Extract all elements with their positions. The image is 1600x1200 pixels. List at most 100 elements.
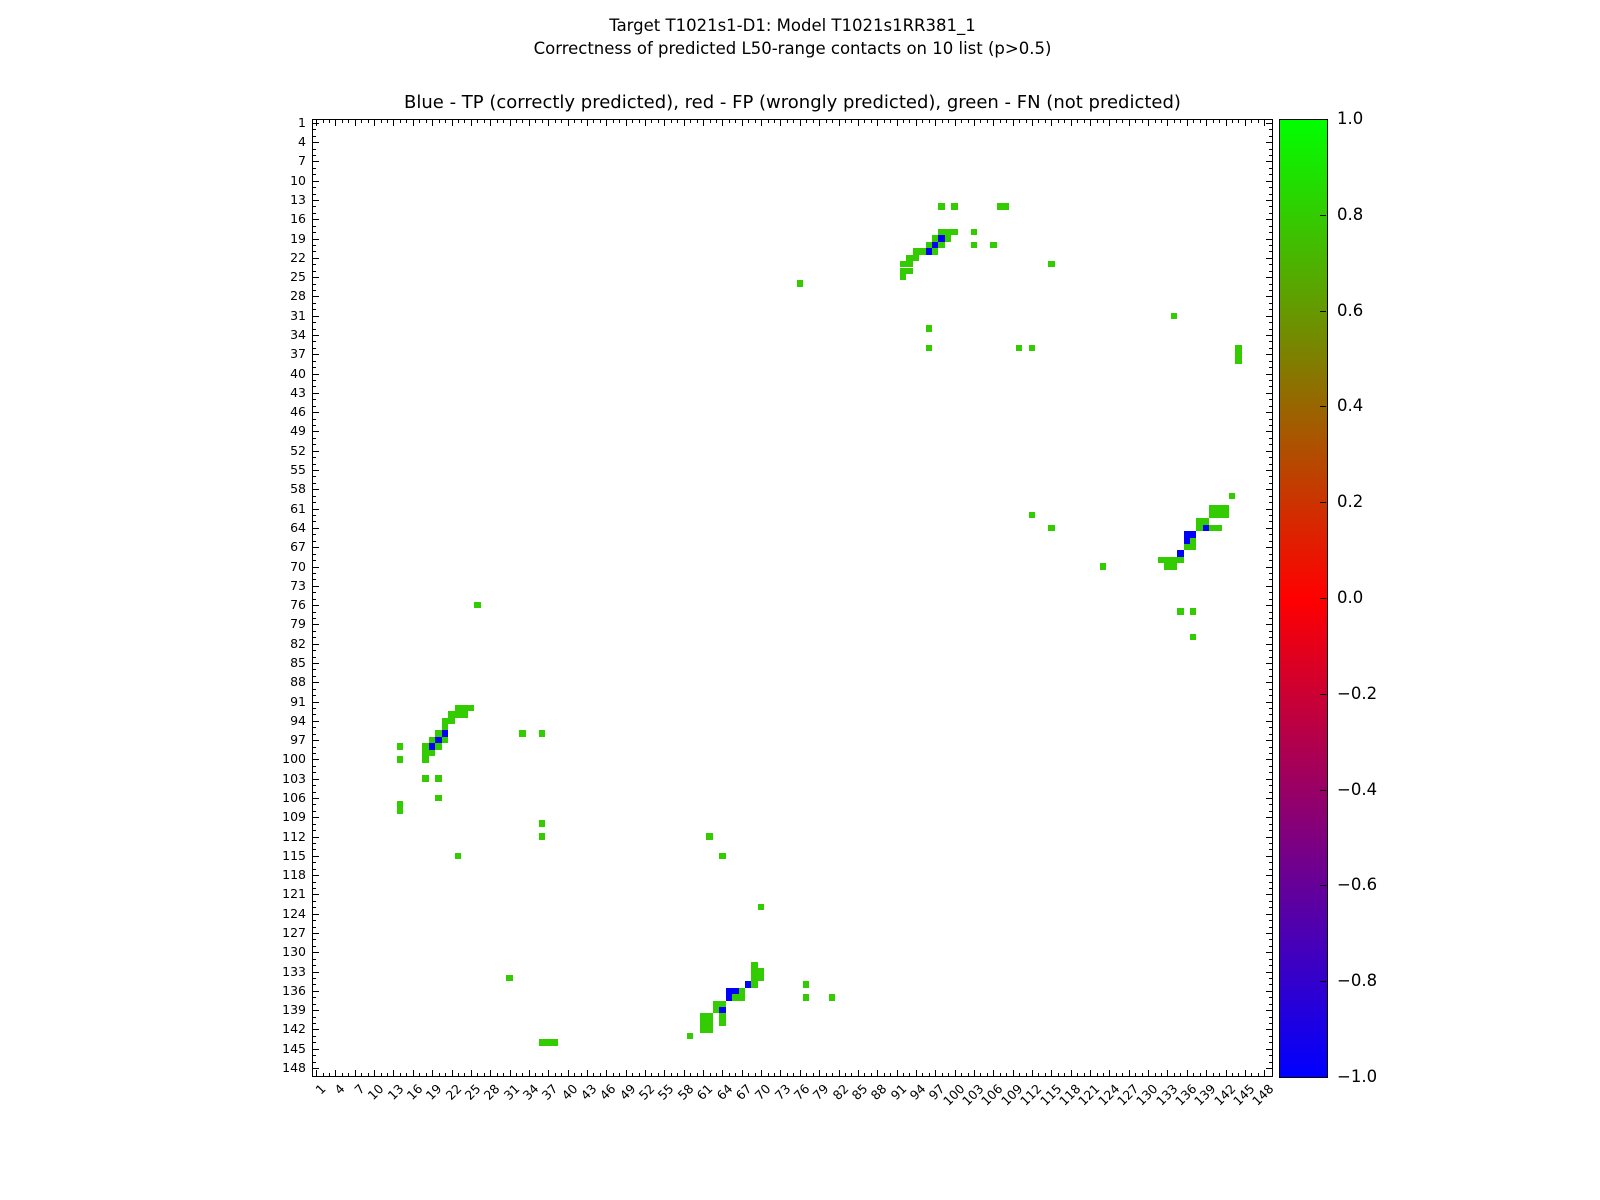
axis-tick	[1266, 509, 1272, 510]
fn-cell	[428, 736, 436, 744]
axis-tick	[1155, 1073, 1156, 1076]
axis-tick	[1269, 136, 1272, 137]
axis-tick	[1000, 1073, 1001, 1076]
fn-cell	[422, 743, 429, 750]
axis-tick	[1238, 120, 1239, 123]
fn-cell	[1190, 543, 1197, 551]
axis-tick	[400, 120, 401, 123]
axis-tick	[1200, 120, 1201, 123]
axis-tick	[1269, 1004, 1272, 1005]
axis-tick	[313, 303, 316, 304]
axis-tick	[313, 721, 319, 722]
axis-tick	[1155, 120, 1156, 123]
fn-cell	[1170, 563, 1178, 570]
axis-tick	[313, 406, 316, 407]
axis-tick	[1032, 120, 1033, 126]
colorbar-tick	[1320, 502, 1326, 503]
axis-tick	[313, 579, 316, 580]
fn-cell	[712, 1000, 720, 1007]
fn-cell	[938, 203, 945, 210]
axis-tick	[735, 120, 736, 123]
axis-tick	[313, 174, 316, 175]
y-tick-label: 55	[290, 462, 306, 478]
fn-cell	[738, 994, 745, 1001]
y-tick-label: 109	[282, 809, 306, 825]
fn-cell	[944, 228, 952, 236]
fn-cell	[538, 730, 545, 737]
axis-tick	[316, 1070, 317, 1076]
fn-cell	[719, 852, 726, 860]
axis-tick	[471, 120, 472, 126]
axis-tick	[313, 296, 319, 297]
y-tick-label: 49	[290, 423, 306, 439]
y-tick-label: 118	[282, 867, 306, 883]
axis-tick	[761, 1070, 762, 1076]
y-tick-label: 22	[290, 249, 306, 265]
axis-tick	[1269, 959, 1272, 960]
colorbar	[1279, 119, 1328, 1078]
axis-tick	[819, 1070, 820, 1076]
axis-tick	[729, 120, 730, 123]
axis-tick	[313, 1029, 319, 1030]
axis-tick	[1269, 676, 1272, 677]
fn-cell	[1164, 556, 1171, 564]
axis-tick	[1269, 849, 1272, 850]
axis-tick	[313, 682, 319, 683]
axis-tick	[664, 1070, 665, 1076]
fn-cell	[1215, 505, 1223, 512]
axis-tick	[313, 927, 316, 928]
axis-tick	[555, 1073, 556, 1076]
axis-tick	[313, 155, 316, 156]
axis-tick	[361, 120, 362, 123]
axis-tick	[793, 1073, 794, 1076]
axis-tick	[684, 1070, 685, 1076]
axis-tick	[568, 120, 569, 126]
fn-cell	[551, 1039, 558, 1046]
axis-tick	[1269, 341, 1272, 342]
y-tick-label: 43	[290, 384, 306, 400]
axis-tick	[313, 817, 319, 818]
axis-tick	[477, 120, 478, 123]
fn-cell	[435, 775, 442, 782]
axis-tick	[632, 120, 633, 123]
axis-tick	[348, 120, 349, 123]
tp-cell	[1190, 531, 1197, 538]
axis-tick	[1129, 1070, 1130, 1076]
axis-tick	[890, 120, 891, 123]
axis-tick	[313, 361, 316, 362]
axis-tick	[1103, 1073, 1104, 1076]
axis-tick	[313, 1068, 319, 1069]
axis-tick	[1266, 354, 1272, 355]
y-tick-label: 94	[290, 712, 306, 728]
y-tick-label: 40	[290, 365, 306, 381]
axis-tick	[1269, 483, 1272, 484]
fn-cell	[396, 756, 404, 763]
axis-tick	[1232, 120, 1233, 123]
axis-tick	[426, 1073, 427, 1076]
axis-tick	[313, 438, 316, 439]
fn-cell	[719, 1000, 726, 1007]
axis-tick	[955, 120, 956, 126]
fn-cell	[906, 267, 913, 274]
axis-tick	[942, 1073, 943, 1076]
axis-tick	[313, 888, 316, 889]
axis-tick	[1180, 120, 1181, 123]
y-tick-label: 130	[282, 944, 306, 960]
axis-tick	[1269, 444, 1272, 445]
axis-tick	[587, 1070, 588, 1076]
axis-tick	[819, 120, 820, 126]
axis-tick	[800, 1070, 801, 1076]
axis-tick	[313, 567, 319, 568]
y-tick-label: 67	[290, 539, 306, 555]
axis-tick	[935, 1070, 936, 1076]
axis-tick	[477, 1073, 478, 1076]
colorbar-tick-label: 0.2	[1337, 492, 1364, 512]
colorbar-tick-label: 0.4	[1337, 396, 1364, 416]
axis-tick	[1238, 1073, 1239, 1076]
fn-cell	[1202, 518, 1210, 525]
y-tick-label: 76	[290, 597, 306, 613]
axis-tick	[313, 605, 319, 606]
colorbar-tick-label: 0.6	[1337, 300, 1364, 320]
fn-cell	[448, 717, 455, 725]
fn-cell	[454, 711, 462, 718]
